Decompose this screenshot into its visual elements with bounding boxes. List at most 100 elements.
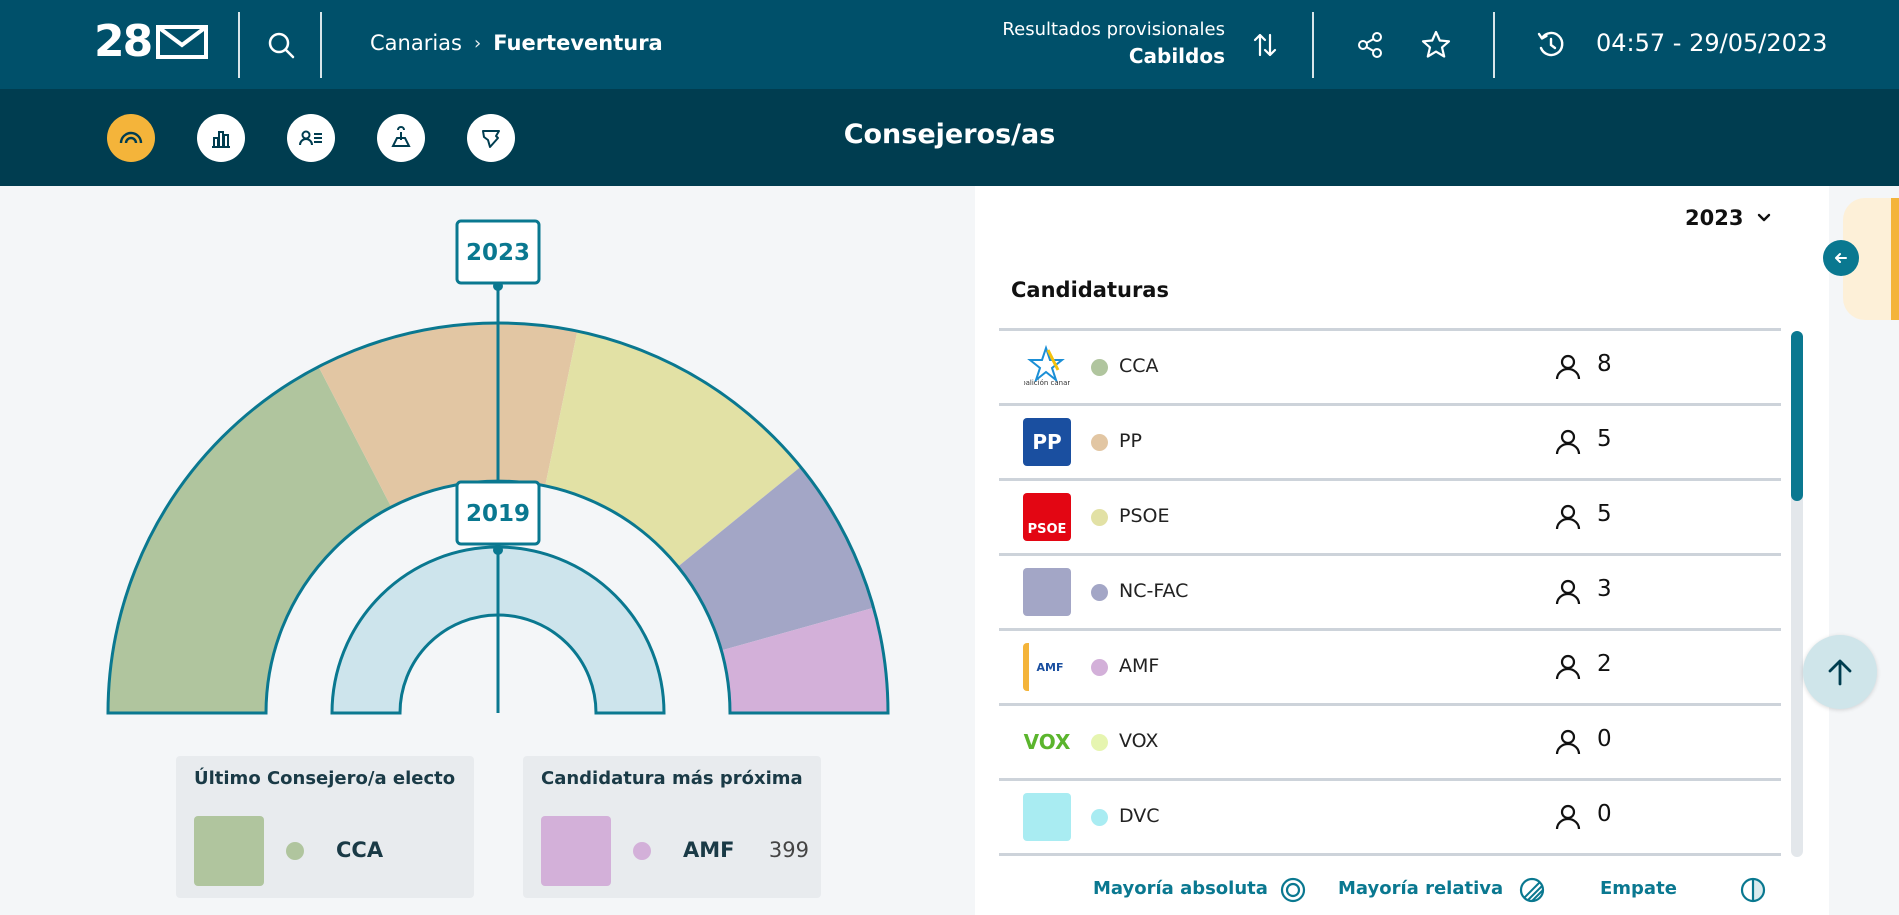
results-label: Resultados provisionales Cabildos bbox=[1002, 18, 1225, 70]
party-color-dot bbox=[1091, 359, 1108, 376]
vox-logo: VOX bbox=[1023, 730, 1071, 754]
next-candidate-swatch bbox=[541, 816, 611, 886]
party-seats: 3 bbox=[1597, 576, 1612, 602]
section-bar: Consejeros/as bbox=[0, 89, 1899, 186]
coalicion-canaria-logo-text: coalición canaria bbox=[1024, 379, 1070, 387]
arrow-up-icon bbox=[1828, 659, 1852, 686]
party-color-dot bbox=[1091, 509, 1108, 526]
hemicycle-segment-pp[interactable] bbox=[318, 323, 578, 508]
party-seats: 0 bbox=[1597, 726, 1612, 752]
tie-icon bbox=[1740, 877, 1766, 903]
party-color-dot bbox=[1091, 434, 1108, 451]
logo-number: 28 bbox=[94, 16, 153, 67]
party-color-dot bbox=[1091, 659, 1108, 676]
person-icon bbox=[1555, 654, 1581, 680]
party-row-amf[interactable]: AMF AMF 2 bbox=[999, 631, 1781, 706]
refresh-history-icon[interactable] bbox=[1535, 29, 1567, 61]
nav-map-button[interactable] bbox=[377, 114, 425, 162]
results-type: Cabildos bbox=[1128, 44, 1225, 68]
last-elected-card: Último Consejero/a electo CCA bbox=[176, 756, 474, 898]
amf-logo: AMF bbox=[1023, 643, 1071, 691]
next-candidate-votes: 399 bbox=[768, 838, 809, 862]
search-icon[interactable] bbox=[266, 30, 296, 60]
chevron-down-icon bbox=[1758, 213, 1771, 222]
year-select[interactable]: 2023 bbox=[1685, 206, 1771, 230]
nav-territory-button[interactable] bbox=[467, 114, 515, 162]
hemicycle-segment-nc-fac[interactable] bbox=[677, 466, 874, 651]
divider bbox=[1312, 12, 1314, 78]
candidate-list-icon bbox=[299, 130, 322, 146]
favorite-star-icon[interactable] bbox=[1420, 29, 1452, 61]
party-row-nc-fac[interactable]: NC-FAC 3 bbox=[999, 556, 1781, 631]
nav-candidates-button[interactable] bbox=[287, 114, 335, 162]
relative-majority-icon bbox=[1519, 877, 1545, 903]
party-logo: PP bbox=[1023, 418, 1071, 466]
top-bar: 28 Canarias › Fuerteventura Resultados p… bbox=[0, 0, 1899, 89]
party-row-cca[interactable]: coalición canaria CCA 8 bbox=[999, 331, 1781, 406]
breadcrumb-parent[interactable]: Canarias bbox=[370, 31, 462, 55]
divider bbox=[238, 12, 240, 78]
next-candidate-title: Candidatura más próxima bbox=[541, 768, 803, 789]
party-logo: AMF bbox=[1023, 643, 1071, 691]
breadcrumb: Canarias › Fuerteventura bbox=[370, 31, 663, 55]
ballot-envelope-icon bbox=[156, 25, 209, 59]
year-2023-box[interactable] bbox=[455, 219, 541, 285]
collapse-side-button[interactable] bbox=[1823, 240, 1859, 276]
year-2019-box[interactable] bbox=[455, 480, 541, 546]
update-datetime: 04:57 - 29/05/2023 bbox=[1596, 29, 1828, 57]
territory-icon bbox=[482, 130, 500, 148]
party-seats: 0 bbox=[1597, 801, 1612, 827]
nav-bar-chart-button[interactable] bbox=[197, 114, 245, 162]
side-panel-accent bbox=[1891, 198, 1899, 320]
nc-fac-swatch bbox=[1023, 568, 1071, 616]
sort-toggle-icon[interactable] bbox=[1250, 30, 1280, 60]
hemicycle-segment-cca[interactable] bbox=[108, 366, 392, 713]
list-scroll-thumb[interactable] bbox=[1791, 331, 1803, 501]
hemicycle-segment-amf[interactable] bbox=[721, 607, 888, 713]
party-name: PP bbox=[1119, 430, 1142, 452]
panel-title: Candidaturas bbox=[1011, 278, 1169, 302]
party-row-psoe[interactable]: PSOE PSOE 5 bbox=[999, 481, 1781, 556]
app-logo[interactable]: 28 bbox=[94, 20, 209, 64]
person-icon bbox=[1555, 804, 1581, 830]
year-2019-label: 2019 bbox=[466, 501, 530, 527]
party-list: coalición canaria CCA 8 PP PP 5 PSOE PSO… bbox=[999, 328, 1781, 859]
coalicion-canaria-logo: coalición canaria bbox=[1024, 344, 1070, 387]
nav-hemicycle-button[interactable] bbox=[107, 114, 155, 162]
candidates-panel: 2023 Candidaturas coalición canaria CCA … bbox=[975, 186, 1829, 915]
scroll-to-top-button[interactable] bbox=[1803, 635, 1877, 709]
tie-label: Empate bbox=[1600, 878, 1677, 899]
person-icon bbox=[1555, 429, 1581, 455]
party-seats: 8 bbox=[1597, 351, 1612, 377]
last-elected-dot bbox=[286, 842, 304, 860]
absolute-majority-icon bbox=[1280, 877, 1306, 903]
party-name: NC-FAC bbox=[1119, 580, 1189, 602]
dvc-swatch bbox=[1023, 793, 1071, 841]
party-seats: 5 bbox=[1597, 501, 1612, 527]
next-candidate-dot bbox=[633, 842, 651, 860]
party-name: CCA bbox=[1119, 355, 1159, 377]
next-candidate-party: AMF bbox=[683, 838, 735, 862]
absolute-majority-label: Mayoría absoluta bbox=[1093, 878, 1268, 899]
party-color-dot bbox=[1091, 809, 1108, 826]
divider bbox=[1493, 12, 1495, 78]
next-candidate-card: Candidatura más próxima AMF 399 bbox=[523, 756, 821, 898]
party-logo: coalición canaria bbox=[1023, 343, 1071, 391]
share-icon[interactable] bbox=[1355, 30, 1385, 60]
party-row-vox[interactable]: VOX VOX 0 bbox=[999, 706, 1781, 781]
party-row-pp[interactable]: PP PP 5 bbox=[999, 406, 1781, 481]
person-icon bbox=[1555, 579, 1581, 605]
year-marker-dot bbox=[493, 545, 503, 555]
party-color-dot bbox=[1091, 584, 1108, 601]
breadcrumb-current: Fuerteventura bbox=[493, 31, 663, 55]
party-seats: 2 bbox=[1597, 651, 1612, 677]
year-select-value: 2023 bbox=[1685, 206, 1744, 230]
results-status: Resultados provisionales bbox=[1002, 19, 1225, 40]
bar-chart-icon bbox=[212, 131, 230, 148]
divider bbox=[320, 12, 322, 78]
person-icon bbox=[1555, 729, 1581, 755]
party-row-dvc[interactable]: DVC 0 bbox=[999, 781, 1781, 856]
list-scrollbar[interactable] bbox=[1791, 331, 1803, 857]
last-elected-swatch bbox=[194, 816, 264, 886]
hemicycle-2019-band[interactable] bbox=[330, 545, 666, 715]
